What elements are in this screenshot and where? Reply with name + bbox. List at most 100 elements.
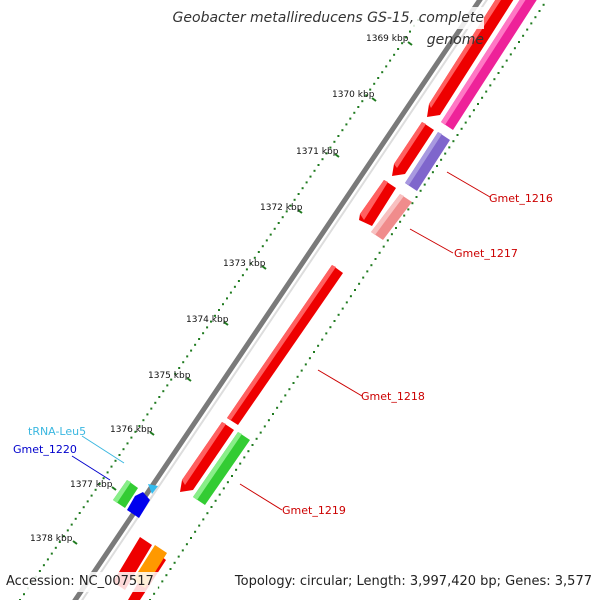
leader-gmet-1216 <box>446 171 491 198</box>
tick-dot <box>386 239 389 242</box>
tick-dot <box>50 552 53 555</box>
tick-dot <box>305 181 308 184</box>
tick-dot <box>214 314 216 317</box>
tick-dot <box>272 413 274 415</box>
tick-dot <box>162 390 165 393</box>
tick-dot <box>245 268 248 271</box>
feature-label-trna-leu5: tRNA-Leu5 <box>28 425 86 438</box>
feature-green-small[interactable] <box>113 480 138 508</box>
tick-dot <box>284 394 287 397</box>
tick-dot <box>292 382 295 384</box>
tick-dot <box>485 90 488 93</box>
tick-dot <box>325 332 328 335</box>
tick-dot <box>138 425 141 427</box>
tick-dot <box>150 407 153 410</box>
tick-dot <box>62 535 65 538</box>
tick-dot <box>281 216 284 219</box>
scale-label: 1375 kbp <box>148 371 191 381</box>
tick-dot <box>214 499 217 502</box>
tick-dot <box>289 204 292 207</box>
tick-dot <box>481 96 484 99</box>
feature-gmet-1219-highlight <box>193 432 242 500</box>
tick-dot <box>259 431 262 434</box>
tick-dot <box>385 65 388 68</box>
tick-dot <box>222 487 225 490</box>
tick-dot <box>206 326 209 329</box>
tick-dot <box>522 34 525 37</box>
feature-outer-pink-highlight <box>441 0 526 125</box>
tick-dot <box>273 227 276 230</box>
tick-dot <box>349 117 352 120</box>
feature-cds-red-5[interactable] <box>180 422 234 492</box>
tick-dot <box>153 592 156 595</box>
major-tick <box>261 265 267 270</box>
tick-dot <box>444 152 447 155</box>
tick-dot <box>222 303 224 306</box>
tick-dot <box>542 3 545 6</box>
feature-gmet-1216[interactable] <box>405 132 450 191</box>
tick-dot <box>218 493 221 496</box>
tick-dot <box>229 291 232 294</box>
tick-dot <box>166 384 169 387</box>
tick-dot <box>102 477 105 480</box>
feature-gmet-1217[interactable] <box>371 194 412 240</box>
scale-label: 1378 kbp <box>30 534 73 544</box>
scale-label: 1373 kbp <box>223 259 266 269</box>
tick-dot <box>493 78 496 81</box>
tick-dot <box>472 109 475 112</box>
tick-dot <box>186 355 189 358</box>
tick-dot <box>378 251 381 254</box>
leader-gmet-1217 <box>409 228 454 254</box>
major-tick <box>407 41 413 46</box>
tick-dot <box>301 187 304 190</box>
tick-dot <box>263 425 266 428</box>
feature-trna-leu5[interactable] <box>148 484 158 494</box>
leader-gmet-1219 <box>239 483 283 511</box>
accession-label: Accession: NC_007517 <box>6 572 158 592</box>
feature-gmet-1220[interactable] <box>127 492 150 518</box>
tick-dot <box>280 400 283 403</box>
feature-outer-pink[interactable] <box>441 0 538 130</box>
tick-dot <box>448 146 451 149</box>
feature-gmet-1218[interactable] <box>227 265 343 425</box>
tick-dot <box>526 28 529 31</box>
tick-dot <box>325 152 328 155</box>
feature-cds-red-top[interactable] <box>427 0 521 117</box>
feature-green-small-highlight <box>113 480 131 503</box>
tick-dot <box>177 555 180 558</box>
leader-gmet-1218 <box>317 369 363 397</box>
tick-dot <box>329 146 332 149</box>
leader-trna-leu5 <box>81 435 125 464</box>
tick-dot <box>90 494 93 497</box>
tick-dot <box>304 363 307 366</box>
feature-label-gmet-1218: Gmet_1218 <box>361 390 425 403</box>
tick-dot <box>185 543 188 546</box>
tick-dot <box>194 530 197 533</box>
major-tick <box>223 321 229 326</box>
tick-dot <box>452 140 455 143</box>
tick-dot <box>142 419 145 422</box>
feature-cds-red-3[interactable] <box>359 180 396 226</box>
tick-dot <box>226 481 229 484</box>
feature-gmet-1219[interactable] <box>193 432 250 505</box>
tick-dot <box>440 158 443 161</box>
tick-dot <box>419 189 422 192</box>
tick-dot <box>267 419 270 422</box>
tick-dot <box>210 320 212 323</box>
tick-dot <box>169 568 172 570</box>
backbone-line-highlight <box>81 0 488 600</box>
scale-label: 1370 kbp <box>332 90 375 100</box>
tick-dot <box>296 375 299 378</box>
tick-dot <box>158 396 161 398</box>
tick-dot <box>337 313 340 316</box>
major-tick <box>334 153 340 158</box>
backbone-line <box>72 0 483 600</box>
tick-dot <box>333 320 336 322</box>
tick-dot <box>269 233 272 236</box>
tick-dot <box>317 344 320 347</box>
tick-dot <box>308 357 311 360</box>
tick-dot <box>401 42 404 45</box>
feature-cds-red-2[interactable] <box>392 122 434 176</box>
tick-dot <box>518 41 520 43</box>
tick-dot <box>253 256 256 259</box>
